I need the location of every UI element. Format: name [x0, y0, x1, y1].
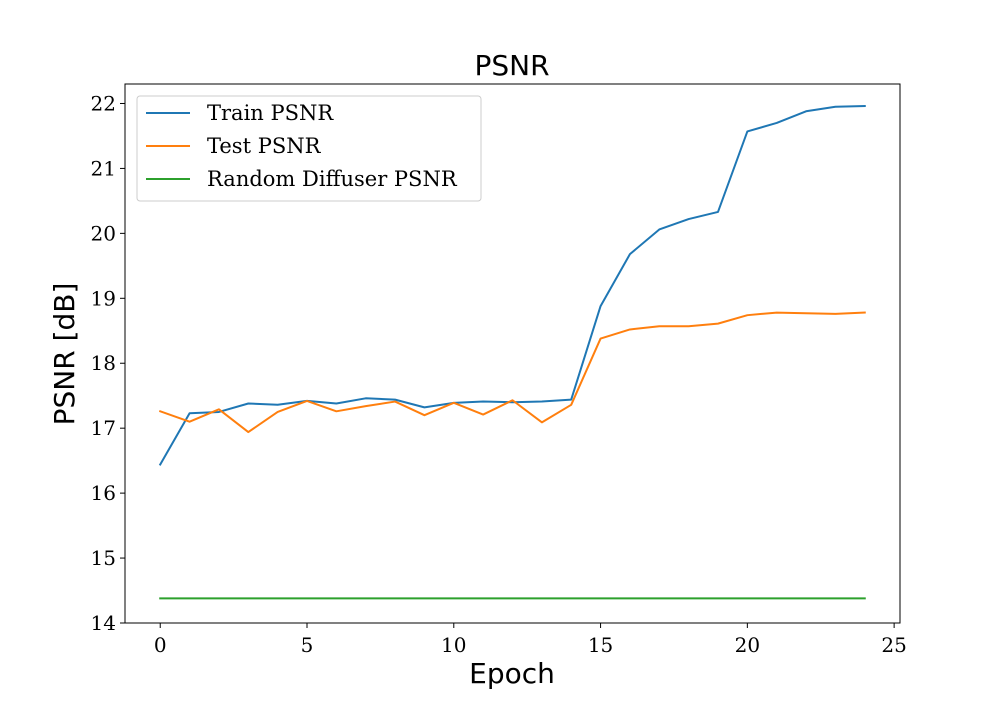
y-tick-label: 17: [91, 416, 116, 440]
y-axis-label: PSNR [dB]: [48, 283, 81, 426]
legend-label: Test PSNR: [207, 134, 322, 158]
x-tick-label: 20: [735, 633, 760, 657]
y-tick-label: 15: [91, 546, 116, 570]
y-tick-label: 14: [91, 611, 116, 635]
y-tick-label: 21: [91, 156, 116, 180]
series-line-train-psnr: [158, 105, 866, 466]
y-tick-label: 18: [91, 351, 116, 375]
x-tick-label: 0: [154, 633, 167, 657]
x-tick-label: 5: [301, 633, 314, 657]
y-tick-label: 16: [91, 481, 116, 505]
x-tick-label: 10: [441, 633, 466, 657]
y-tick-label: 20: [91, 221, 116, 245]
legend-label: Train PSNR: [207, 101, 334, 125]
plot-area: 0 5 10 15 20 25 14 15 16 17 18 19 20 21 22: [91, 83, 907, 657]
legend-label: Random Diffuser PSNR: [207, 167, 458, 191]
y-tick-label: 19: [91, 286, 116, 310]
x-tick-label: 25: [881, 633, 906, 657]
y-tick-label: 22: [91, 91, 116, 115]
x-axis-label: Epoch: [469, 657, 555, 690]
series-line-test-psnr: [158, 311, 866, 434]
legend: Train PSNR Test PSNR Random Diffuser PSNR: [136, 95, 482, 202]
plot-frame: [124, 83, 901, 624]
chart-title: PSNR: [474, 49, 549, 82]
legend-box: [136, 95, 482, 202]
x-tick-label: 15: [588, 633, 613, 657]
